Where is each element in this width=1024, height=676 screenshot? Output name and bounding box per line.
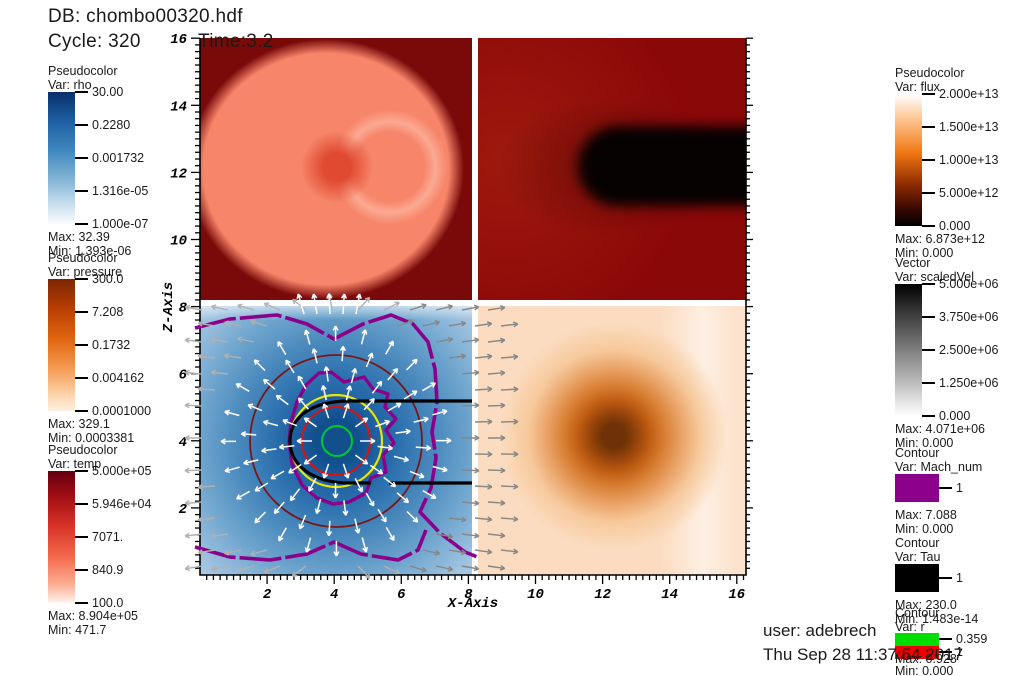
max-value: Max: 8.904e+05 xyxy=(48,609,138,623)
legend-pressure: Pseudocolor Var: pressure 300.0 7.208 0.… xyxy=(48,251,152,445)
quadrant-top-right-flux[interactable] xyxy=(478,38,746,300)
colorbar-rho xyxy=(48,92,75,224)
r-red-contour xyxy=(301,406,371,476)
legend-flux: Pseudocolor Var: flux 2.000e+13 1.500e+1… xyxy=(895,66,999,260)
z-axis-title: Z-Axis xyxy=(161,282,177,333)
svg-text:12: 12 xyxy=(170,166,187,182)
legend-rho: Pseudocolor Var: rho 30.00 0.2280 0.0017… xyxy=(48,64,149,258)
svg-text:16: 16 xyxy=(728,587,745,603)
contour-level: 0.359 xyxy=(956,632,988,646)
mach-outer-contour-bottom xyxy=(194,529,428,562)
mach-outer-contour xyxy=(194,313,481,560)
contour-swatch-red xyxy=(895,646,939,659)
svg-text:2: 2 xyxy=(263,587,272,603)
contour-swatch xyxy=(895,474,939,502)
dark-red-contour xyxy=(249,354,423,528)
svg-text:6: 6 xyxy=(397,587,406,603)
quadrant-bottom-right-pressure[interactable] xyxy=(478,306,746,575)
max-value: Max: 6.873e+12 xyxy=(895,232,985,246)
min-value: Min: 0.0003381 xyxy=(48,431,135,445)
jet-capsule-shape xyxy=(578,126,746,206)
x-axis-title: X-Axis xyxy=(447,596,498,612)
svg-text:14: 14 xyxy=(170,99,187,115)
plot-header: DB: chombo00320.hdf Cycle: 320 Time:3.2 xyxy=(48,6,368,53)
max-value: Max: 7.088 xyxy=(895,508,957,522)
svg-text:10: 10 xyxy=(170,234,187,250)
svg-text:12: 12 xyxy=(594,587,611,603)
colorbar-pressure xyxy=(48,279,75,411)
min-value: Min: 1.393e-06 xyxy=(48,244,132,258)
timestamp: Thu Sep 28 11:37:54 2017 xyxy=(763,645,964,664)
max-value: Max: 4.071e+06 xyxy=(895,422,985,436)
contour-level: 1 xyxy=(956,645,963,659)
colorbar-scaledvel xyxy=(895,284,922,416)
max-value: Max: 230.0 xyxy=(895,598,957,612)
svg-text:6: 6 xyxy=(179,368,188,384)
contour-swatch-green xyxy=(895,633,939,646)
svg-text:8: 8 xyxy=(464,587,473,603)
database-name: DB: chombo00320.hdf xyxy=(48,6,243,27)
legend-scaledvel: Vector Var: scaledVel 5.000e+06 3.750e+0… xyxy=(895,256,999,450)
cycle-label: Cycle: 320 xyxy=(48,31,141,52)
max-value: Max: 329.1 xyxy=(48,417,110,431)
colorbar-flux xyxy=(895,94,922,226)
min-value: Min: 0.000 xyxy=(895,522,954,536)
quadrant-top-left-temp[interactable] xyxy=(200,38,472,300)
contour-level: 1 xyxy=(956,571,963,585)
colorbar-temp xyxy=(48,471,75,603)
contour-swatch xyxy=(895,564,939,592)
tick-line xyxy=(75,91,88,93)
svg-text:14: 14 xyxy=(661,587,678,603)
r-green-contour xyxy=(321,425,353,457)
svg-text:4: 4 xyxy=(330,587,338,603)
min-value: Min: 0.000 xyxy=(895,246,954,260)
session-info: user: adebrech Thu Sep 28 11:37:54 2017 xyxy=(763,621,963,669)
legend-r: Contour Var: r 0.359 1 Max: 0.928 Min: 0… xyxy=(895,606,988,676)
legend-tau: Contour Var: Tau 1 Max: 230.0 Min: 1.483… xyxy=(895,536,979,626)
min-value: Min: 471.7 xyxy=(48,623,107,637)
legend-mach-num: Contour Var: Mach_num 1 Max: 7.088 Min: … xyxy=(895,446,983,536)
max-value: Max: 32.39 xyxy=(48,230,110,244)
legend-temp: Pseudocolor Var: temp 5.000e+05 5.946e+0… xyxy=(48,443,152,637)
time-label: Time:3.2 xyxy=(198,31,274,52)
legend-type: Pseudocolor xyxy=(48,64,118,78)
contour-vector-layer xyxy=(184,292,519,579)
max-value: Max: 0.928 xyxy=(895,652,957,666)
min-value: Min: 1.483e-14 xyxy=(895,612,979,626)
min-value: Min: 0.000 xyxy=(895,436,954,450)
svg-text:10: 10 xyxy=(527,587,544,603)
user-name: user: adebrech xyxy=(763,621,877,640)
min-value: Min: 0.000 xyxy=(895,664,954,676)
contour-level: 1 xyxy=(956,481,963,495)
legend-var: Var: rho xyxy=(48,78,92,92)
scale-value: 30.00 xyxy=(92,85,124,99)
